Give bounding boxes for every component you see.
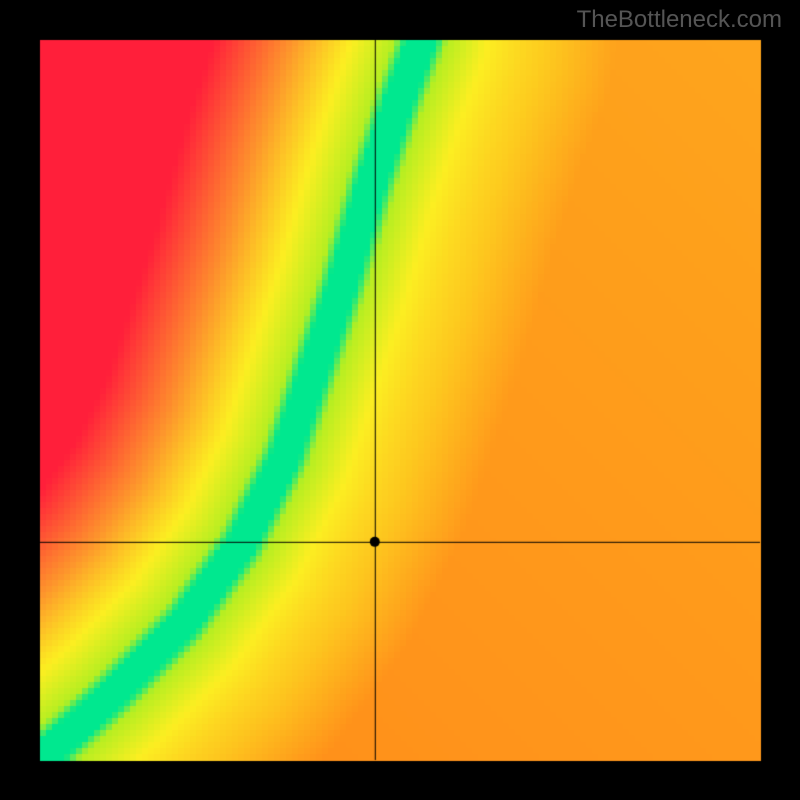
watermark-text: TheBottleneck.com <box>577 6 782 34</box>
bottleneck-heatmap-canvas <box>0 0 800 800</box>
